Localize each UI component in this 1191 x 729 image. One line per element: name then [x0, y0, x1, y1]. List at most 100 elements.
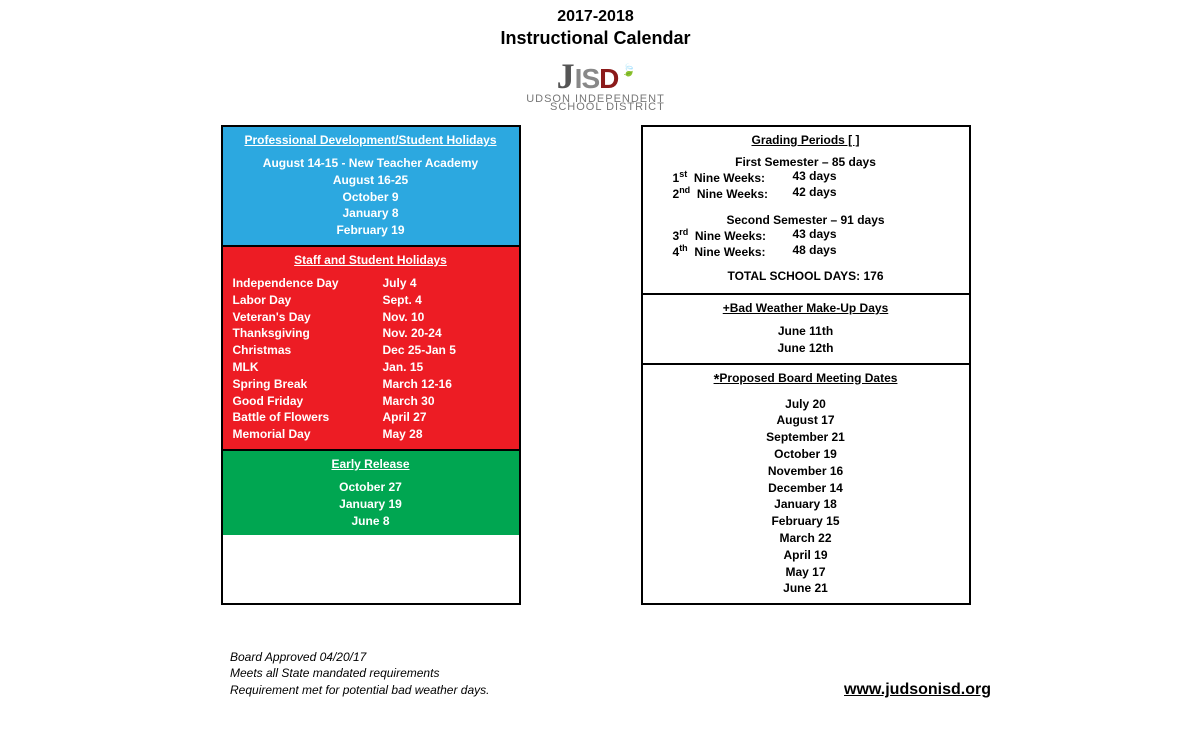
state-mandate-note: Meets all State mandated requirements — [230, 665, 489, 682]
board-meeting-date: December 14 — [653, 480, 959, 497]
section-title: Staff and Student Holidays — [233, 253, 509, 267]
board-meeting-date: September 21 — [653, 429, 959, 446]
document-title: Instructional Calendar — [0, 28, 1191, 49]
holidays-section: Staff and Student Holidays Independence … — [223, 247, 519, 451]
early-release-section: Early Release October 27January 19June 8 — [223, 451, 519, 535]
board-approved-note: Board Approved 04/20/17 — [230, 649, 489, 666]
bad-weather-list: June 11thJune 12th — [653, 323, 959, 357]
holiday-name: Good Friday — [233, 393, 383, 410]
bad-weather-section: +Bad Weather Make-Up Days June 11thJune … — [643, 295, 969, 365]
board-meeting-date: May 17 — [653, 564, 959, 581]
pd-date: October 9 — [233, 189, 509, 206]
section-title: +Bad Weather Make-Up Days — [653, 301, 959, 315]
pd-date: February 19 — [233, 222, 509, 239]
makeup-date: June 12th — [653, 340, 959, 357]
early-release-date: October 27 — [233, 479, 509, 496]
district-logo: JISD🍃 UDSON INDEPENDENT SCHOOL DISTRICT — [526, 55, 665, 113]
holiday-date: Nov. 20-24 — [383, 325, 442, 342]
document-header: 2017-2018 Instructional Calendar — [0, 0, 1191, 49]
board-meeting-date: August 17 — [653, 412, 959, 429]
grading-label: 1st Nine Weeks: — [673, 169, 793, 185]
semester-2-title: Second Semester – 91 days — [653, 213, 959, 227]
holiday-name: Independence Day — [233, 275, 383, 292]
holiday-date: May 28 — [383, 426, 423, 443]
holiday-date: March 12-16 — [383, 376, 452, 393]
holiday-row: Good FridayMarch 30 — [233, 393, 509, 410]
holiday-row: Independence DayJuly 4 — [233, 275, 509, 292]
holiday-date: Jan. 15 — [383, 359, 424, 376]
grading-days: 48 days — [793, 243, 837, 259]
holiday-date: April 27 — [383, 409, 427, 426]
holidays-list: Independence DayJuly 4Labor DaySept. 4Ve… — [233, 275, 509, 443]
pd-date: August 16-25 — [233, 172, 509, 189]
right-column: Grading Periods [ ] First Semester – 85 … — [641, 125, 971, 605]
holiday-name: Battle of Flowers — [233, 409, 383, 426]
holiday-name: Memorial Day — [233, 426, 383, 443]
grading-row: 1st Nine Weeks:43 days — [673, 169, 939, 185]
semester-1-title: First Semester – 85 days — [653, 155, 959, 169]
semester-2-rows: 3rd Nine Weeks:43 days4th Nine Weeks:48 … — [653, 227, 959, 259]
holiday-date: Sept. 4 — [383, 292, 422, 309]
semester-1-rows: 1st Nine Weeks:43 days2nd Nine Weeks:42 … — [653, 169, 959, 201]
holiday-date: July 4 — [383, 275, 417, 292]
holiday-name: Spring Break — [233, 376, 383, 393]
board-meeting-date: February 15 — [653, 513, 959, 530]
school-year: 2017-2018 — [0, 8, 1191, 26]
website-url[interactable]: www.judsonisd.org — [844, 681, 991, 699]
makeup-date: June 11th — [653, 323, 959, 340]
section-title: *Proposed Board Meeting Dates — [653, 371, 959, 388]
logo-mark: JISD🍃 — [526, 55, 665, 97]
grading-days: 43 days — [793, 169, 837, 185]
board-meeting-date: June 21 — [653, 580, 959, 597]
total-school-days: TOTAL SCHOOL DAYS: 176 — [653, 269, 959, 283]
section-title: Professional Development/Student Holiday… — [233, 133, 509, 147]
early-release-date: January 19 — [233, 496, 509, 513]
early-release-date: June 8 — [233, 513, 509, 530]
board-title-text: Proposed Board Meeting Dates — [719, 371, 897, 385]
grading-label: 4th Nine Weeks: — [673, 243, 793, 259]
grading-label: 3rd Nine Weeks: — [673, 227, 793, 243]
holiday-date: Dec 25-Jan 5 — [383, 342, 456, 359]
footer-notes: Board Approved 04/20/17 Meets all State … — [230, 649, 489, 699]
board-meeting-date: November 16 — [653, 463, 959, 480]
holiday-name: Christmas — [233, 342, 383, 359]
weather-requirement-note: Requirement met for potential bad weathe… — [230, 682, 489, 699]
logo-container: JISD🍃 UDSON INDEPENDENT SCHOOL DISTRICT — [0, 55, 1191, 115]
main-columns: Professional Development/Student Holiday… — [0, 125, 1191, 605]
grading-days: 42 days — [793, 185, 837, 201]
grading-row: 4th Nine Weeks:48 days — [673, 243, 939, 259]
holiday-row: Spring BreakMarch 12-16 — [233, 376, 509, 393]
board-meeting-section: *Proposed Board Meeting Dates July 20Aug… — [643, 365, 969, 604]
holiday-name: Labor Day — [233, 292, 383, 309]
board-meeting-date: July 20 — [653, 396, 959, 413]
holiday-row: ThanksgivingNov. 20-24 — [233, 325, 509, 342]
grading-row: 3rd Nine Weeks:43 days — [673, 227, 939, 243]
holiday-date: Nov. 10 — [383, 309, 425, 326]
section-title: Early Release — [233, 457, 509, 471]
board-meeting-date: October 19 — [653, 446, 959, 463]
grading-label: 2nd Nine Weeks: — [673, 185, 793, 201]
holiday-row: Memorial DayMay 28 — [233, 426, 509, 443]
holiday-row: Battle of FlowersApril 27 — [233, 409, 509, 426]
board-meeting-date: April 19 — [653, 547, 959, 564]
holiday-date: March 30 — [383, 393, 435, 410]
new-teacher-academy: August 14-15 - New Teacher Academy — [233, 155, 509, 172]
leaf-icon: 🍃 — [621, 63, 636, 77]
early-release-list: October 27January 19June 8 — [233, 479, 509, 529]
left-column: Professional Development/Student Holiday… — [221, 125, 521, 605]
pd-dates-list: August 16-25October 9January 8February 1… — [233, 172, 509, 239]
board-dates-list: July 20August 17September 21October 19No… — [653, 396, 959, 598]
grading-days: 43 days — [793, 227, 837, 243]
professional-development-section: Professional Development/Student Holiday… — [223, 127, 519, 247]
holiday-name: Thanksgiving — [233, 325, 383, 342]
holiday-row: Labor DaySept. 4 — [233, 292, 509, 309]
board-meeting-date: January 18 — [653, 496, 959, 513]
grading-row: 2nd Nine Weeks:42 days — [673, 185, 939, 201]
holiday-name: Veteran's Day — [233, 309, 383, 326]
board-meeting-date: March 22 — [653, 530, 959, 547]
holiday-row: MLKJan. 15 — [233, 359, 509, 376]
holiday-name: MLK — [233, 359, 383, 376]
pd-date: January 8 — [233, 205, 509, 222]
section-title: Grading Periods [ ] — [653, 133, 959, 147]
holiday-row: ChristmasDec 25-Jan 5 — [233, 342, 509, 359]
